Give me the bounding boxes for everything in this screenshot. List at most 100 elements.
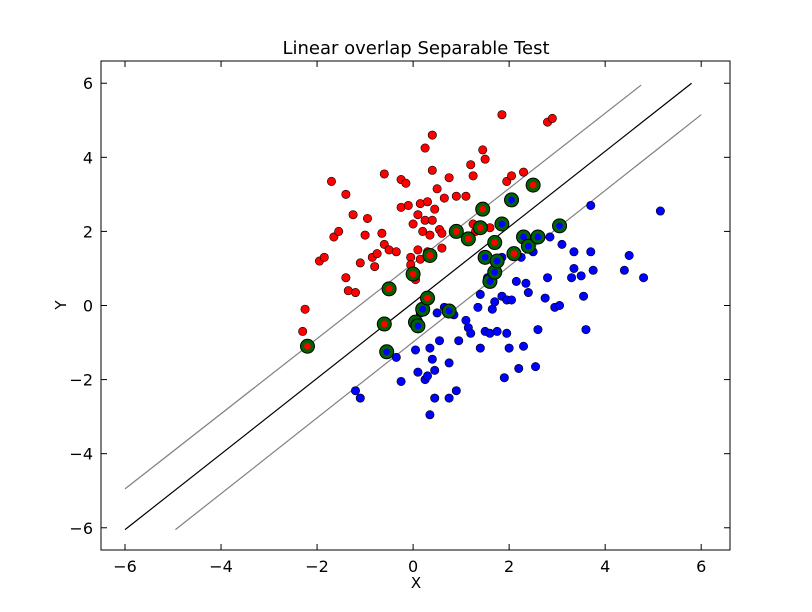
x-axis-label: X	[411, 574, 421, 592]
y-tick-label: 2	[83, 222, 93, 241]
ticks-layer: −6 −4 −2 0 2 4 6 −6 −4 −2 0 2 4 6	[69, 61, 730, 576]
support-vector-center	[493, 257, 501, 265]
red-point	[370, 262, 380, 272]
support-vector-center	[385, 285, 393, 293]
red-point	[451, 191, 461, 201]
red-point	[326, 176, 336, 186]
blue-point	[569, 247, 579, 257]
blue-point	[639, 273, 649, 283]
blue-point	[545, 232, 555, 242]
blue-point	[619, 265, 629, 275]
lower-margin-line	[175, 114, 702, 531]
blue-point	[466, 328, 476, 338]
support-vector-center	[498, 220, 506, 228]
support-vector-center	[520, 233, 527, 241]
blue-point	[555, 300, 565, 310]
y-tick-label: 6	[83, 74, 93, 93]
support-vector-center	[414, 322, 422, 330]
support-vector-center	[445, 307, 453, 315]
support-vector-center	[476, 224, 484, 232]
blue-point	[475, 289, 485, 299]
blue-point	[533, 325, 543, 335]
red-point	[413, 210, 423, 220]
blue-point	[519, 341, 529, 351]
red-point	[519, 167, 529, 177]
blue-point	[444, 393, 454, 403]
red-point	[444, 173, 454, 183]
blue-point	[435, 336, 445, 346]
blue-point	[579, 291, 589, 301]
blue-point	[461, 315, 471, 325]
red-point	[547, 113, 557, 123]
red-point	[360, 230, 370, 240]
red-point	[379, 169, 389, 179]
red-point	[418, 226, 428, 236]
blue-point	[511, 276, 521, 286]
red-point	[403, 200, 413, 210]
chart-title: Linear overlap Separable Test	[282, 38, 549, 59]
blue-point	[454, 336, 464, 346]
red-point	[420, 143, 430, 153]
blue-point	[444, 358, 454, 368]
blue-point	[514, 363, 524, 373]
support-vector-center	[426, 252, 434, 259]
blue-point	[473, 302, 483, 312]
support-vector-center	[486, 278, 494, 285]
red-point	[466, 160, 476, 170]
axes-background	[101, 61, 730, 550]
blue-point	[425, 410, 435, 420]
red-point	[478, 145, 488, 155]
blue-point	[391, 352, 401, 362]
blue-point	[427, 354, 437, 364]
red-point	[300, 304, 310, 314]
blue-point	[413, 367, 423, 377]
support-vector-center	[304, 342, 311, 350]
red-point	[507, 171, 517, 181]
x-tick-label: −2	[305, 557, 329, 576]
support-vector-center	[491, 268, 499, 276]
blue-point	[543, 273, 553, 283]
red-point	[350, 288, 360, 298]
red-point	[468, 171, 478, 181]
points-layer	[298, 110, 665, 420]
blue-point	[487, 304, 497, 314]
support-vector-center	[481, 253, 489, 261]
blue-point	[581, 325, 591, 335]
blue-point	[499, 373, 509, 383]
support-vector-center	[424, 294, 431, 302]
blue-point	[521, 278, 531, 288]
decision-boundary-line	[124, 82, 692, 531]
support-vector-center	[419, 305, 427, 313]
blue-point	[586, 200, 596, 210]
plot-area	[101, 61, 730, 550]
blue-point	[557, 239, 567, 249]
red-point	[401, 178, 411, 188]
red-point	[425, 230, 435, 240]
support-vectors-layer	[299, 177, 568, 360]
red-point	[427, 215, 437, 225]
red-point	[427, 165, 437, 175]
support-vector-center	[529, 181, 537, 189]
support-vector-center	[534, 233, 542, 241]
red-point	[437, 228, 447, 238]
red-point	[298, 326, 308, 336]
red-point	[461, 191, 471, 201]
blue-point	[430, 393, 440, 403]
x-tick-label: −4	[209, 557, 233, 576]
red-point	[372, 249, 382, 259]
blue-point	[507, 295, 517, 305]
y-tick-label: −6	[69, 519, 93, 538]
red-point	[480, 154, 490, 164]
red-point	[408, 219, 418, 229]
support-vector-center	[464, 235, 472, 243]
blue-point	[531, 362, 541, 372]
y-tick-label: −4	[69, 445, 93, 464]
red-point	[319, 252, 329, 262]
red-point	[439, 193, 449, 203]
red-point	[341, 273, 351, 283]
x-tick-label: 0	[408, 557, 418, 576]
support-vector-center	[510, 250, 518, 258]
blue-point	[355, 393, 365, 403]
red-point	[362, 213, 372, 223]
